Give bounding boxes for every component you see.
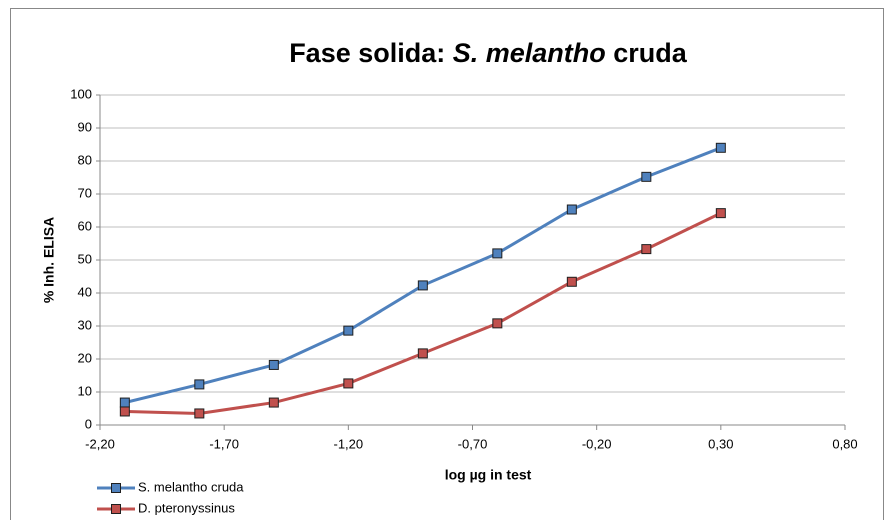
point [492,318,503,329]
x-tick-label: -1,70 [209,436,239,451]
chart-border [10,8,884,520]
legend-marker [111,483,121,493]
legend-label: S. melantho cruda [138,479,244,494]
point [492,248,503,259]
y-axis-label: % Inh. ELISA [41,217,57,303]
title-part: Fase solida: [289,38,453,68]
y-tick-label: 90 [78,119,92,134]
x-tick-label: -0,20 [582,436,612,451]
y-tick-label: 40 [78,284,92,299]
x-axis-label: log µg in test [445,467,532,483]
y-tick-label: 30 [78,317,92,332]
y-tick-label: 80 [78,152,92,167]
point [343,325,354,336]
legend-label: D. pteronyssinus [138,500,235,515]
x-tick-label: -1,20 [334,436,364,451]
point [566,204,577,215]
y-tick-label: 100 [70,86,92,101]
point [119,406,130,417]
y-tick-label: 50 [78,251,92,266]
x-tick-label: 0,80 [832,436,857,451]
point [641,171,652,182]
chart-title: Fase solida: S. melantho cruda [289,38,688,68]
y-tick-label: 70 [78,185,92,200]
y-tick-label: 0 [85,416,92,431]
point [268,359,279,370]
point [417,348,428,359]
y-tick-label: 60 [78,218,92,233]
point [715,208,726,219]
point [194,379,205,390]
legend-marker [111,504,121,514]
point [566,276,577,287]
y-tick-label: 20 [78,350,92,365]
y-tick-label: 10 [78,383,92,398]
title-part: S. melantho [453,38,606,68]
point [641,244,652,255]
x-tick-label: -2,20 [85,436,115,451]
x-tick-label: -0,70 [458,436,488,451]
point [417,280,428,291]
point [194,408,205,419]
point [343,378,354,389]
x-tick-label: 0,30 [708,436,733,451]
title-part: cruda [606,38,688,68]
point [268,397,279,408]
point [119,397,130,408]
point [715,142,726,153]
